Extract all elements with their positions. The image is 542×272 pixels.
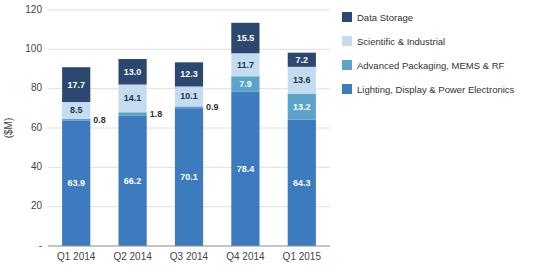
grid-line bbox=[48, 49, 330, 50]
data-label: 11.7 bbox=[237, 60, 254, 70]
grid bbox=[48, 10, 330, 246]
x-axis: Q1 2014 Q2 2014 Q3 2014 Q4 2014 Q1 2015 bbox=[48, 246, 330, 262]
legend-label: Advanced Packaging, MEMS & RF bbox=[357, 60, 505, 71]
data-label: 13.2 bbox=[293, 102, 311, 112]
bar-segment bbox=[288, 94, 316, 120]
data-label: 13.6 bbox=[293, 75, 311, 85]
y-tick-label: 80 bbox=[31, 82, 43, 93]
x-tick-label: Q4 2014 bbox=[226, 251, 265, 262]
bar-segment bbox=[62, 120, 90, 246]
legend-swatch bbox=[342, 12, 352, 22]
grid-line bbox=[48, 246, 330, 247]
legend: Data Storage Scientific & Industrial Advan… bbox=[342, 12, 515, 95]
bar-segment bbox=[231, 92, 259, 246]
bars bbox=[62, 23, 316, 246]
data-label: 15.5 bbox=[237, 33, 255, 43]
x-axis-line bbox=[48, 246, 330, 247]
data-label: 64.3 bbox=[293, 178, 311, 188]
x-tick-label: Q3 2014 bbox=[170, 251, 209, 262]
legend-swatch bbox=[342, 60, 352, 70]
bar-segment bbox=[175, 106, 203, 108]
legend-swatch bbox=[342, 36, 352, 46]
data-label: 0.9 bbox=[206, 102, 219, 112]
x-tick-label: Q1 2015 bbox=[283, 251, 322, 262]
data-label: 17.7 bbox=[67, 80, 85, 90]
y-tick-label: - bbox=[39, 240, 42, 251]
bar-segment bbox=[119, 112, 147, 116]
bar-segment bbox=[62, 67, 90, 102]
bar-segment bbox=[231, 23, 259, 53]
bar-segment bbox=[288, 67, 316, 94]
y-tick-label: 100 bbox=[25, 43, 42, 54]
chart: - 20 40 60 80 100 120 ($M) 63.9 66.2 70.1 78.4 64.3 0… bbox=[0, 0, 542, 272]
y-tick-label: 60 bbox=[31, 122, 43, 133]
x-tick-label: Q1 2014 bbox=[57, 251, 96, 262]
data-label: 8.5 bbox=[70, 105, 83, 115]
data-label: 1.8 bbox=[150, 109, 163, 119]
bar-segment bbox=[231, 76, 259, 92]
data-label: 63.9 bbox=[67, 178, 85, 188]
data-label: 13.0 bbox=[124, 67, 142, 77]
data-label: 66.2 bbox=[124, 176, 142, 186]
bar-segment bbox=[175, 87, 203, 107]
bar-segment bbox=[119, 85, 147, 113]
data-label: 14.1 bbox=[124, 93, 142, 103]
legend-label: Lighting, Display & Power Electronics bbox=[357, 84, 515, 95]
bar-segment bbox=[231, 53, 259, 76]
data-label: 7.2 bbox=[296, 55, 309, 65]
data-label: 78.4 bbox=[237, 164, 255, 174]
data-label: 70.1 bbox=[180, 172, 198, 182]
bar-segment bbox=[175, 108, 203, 246]
data-label: 7.9 bbox=[239, 79, 252, 89]
x-tick-label: Q2 2014 bbox=[113, 251, 152, 262]
data-label: 10.1 bbox=[180, 91, 198, 101]
legend-label: Scientific & Industrial bbox=[357, 36, 445, 47]
bar-segment bbox=[175, 62, 203, 86]
bar-segment bbox=[62, 102, 90, 119]
bar-segment bbox=[288, 53, 316, 67]
data-label: 0.8 bbox=[93, 115, 106, 125]
bar-segment bbox=[119, 116, 147, 246]
y-axis: - 20 40 60 80 100 120 bbox=[25, 4, 42, 251]
grid-line bbox=[48, 10, 330, 11]
bar-segment bbox=[288, 120, 316, 246]
y-axis-label: ($M) bbox=[3, 118, 14, 139]
legend-swatch bbox=[342, 84, 352, 94]
bar-segment bbox=[119, 59, 147, 85]
legend-label: Data Storage bbox=[357, 12, 413, 23]
y-tick-label: 20 bbox=[31, 200, 43, 211]
y-tick-label: 40 bbox=[31, 161, 43, 172]
y-tick-label: 120 bbox=[25, 4, 42, 15]
bar-segment bbox=[62, 119, 90, 121]
data-labels: 63.9 66.2 70.1 78.4 64.3 0.8 1.8 0.9 7.9 13.2 8.5 1… bbox=[67, 33, 310, 188]
data-label: 12.3 bbox=[180, 69, 198, 79]
